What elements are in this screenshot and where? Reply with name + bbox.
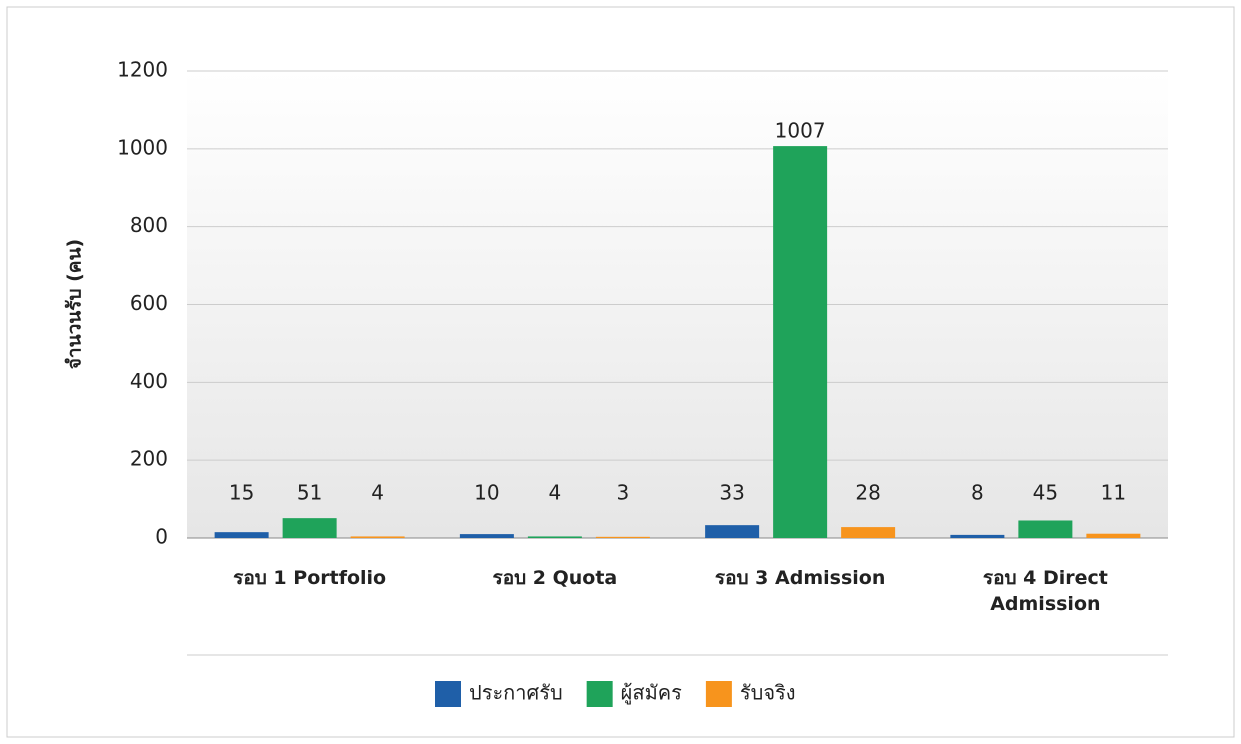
data-label: 3 — [617, 481, 630, 505]
bar — [214, 532, 269, 538]
bar — [1086, 533, 1141, 538]
x-tick-label: รอบ 4 Direct Admission — [982, 567, 1108, 615]
bar — [705, 525, 760, 538]
data-label: 33 — [719, 481, 744, 505]
legend-swatch — [586, 681, 613, 707]
legend-swatch — [705, 681, 732, 707]
x-tick-label: รอบ 3 Admission — [714, 567, 886, 589]
y-tick-label: 1000 — [117, 135, 168, 159]
x-tick-label-box: รอบ 3 Admission — [714, 567, 886, 589]
bar — [595, 536, 650, 538]
data-label: 15 — [229, 481, 254, 505]
bar — [950, 534, 1005, 538]
bar — [282, 518, 337, 538]
legend-label: รับจริง — [740, 681, 796, 705]
x-tick-label: รอบ 1 Portfolio — [233, 567, 387, 589]
legend-swatch — [435, 681, 461, 707]
x-tick-label-box: รอบ 2 Quota — [492, 567, 618, 589]
bar — [773, 146, 828, 538]
y-tick-label: 0 — [155, 525, 168, 549]
data-label: 10 — [474, 481, 499, 505]
bar — [459, 534, 514, 538]
y-tick-label: 1200 — [117, 58, 168, 82]
legend-label: ผู้สมัคร — [621, 681, 682, 706]
legend-label: ประกาศรับ — [469, 681, 563, 705]
x-tick-label-box: รอบ 4 Direct Admission — [982, 567, 1108, 615]
y-tick-label: 200 — [130, 447, 168, 471]
bar — [1018, 520, 1073, 538]
bar — [841, 527, 896, 538]
data-label: 28 — [855, 481, 880, 505]
bar — [350, 536, 405, 538]
y-tick-label: 600 — [130, 291, 168, 315]
x-tick-label: รอบ 2 Quota — [492, 567, 618, 589]
data-label: 51 — [297, 481, 322, 505]
data-label: 8 — [971, 481, 984, 505]
data-label: 1007 — [775, 119, 826, 143]
data-label: 4 — [549, 481, 562, 505]
y-tick-label: 400 — [130, 369, 168, 393]
bar — [527, 536, 582, 538]
y-axis-label: จำนวนรับ (คน) — [64, 239, 86, 369]
data-label: 11 — [1101, 481, 1126, 505]
data-label: 4 — [371, 481, 384, 505]
y-tick-label: 800 — [130, 213, 168, 237]
data-label: 45 — [1033, 481, 1058, 505]
x-tick-label-box: รอบ 1 Portfolio — [233, 567, 387, 589]
